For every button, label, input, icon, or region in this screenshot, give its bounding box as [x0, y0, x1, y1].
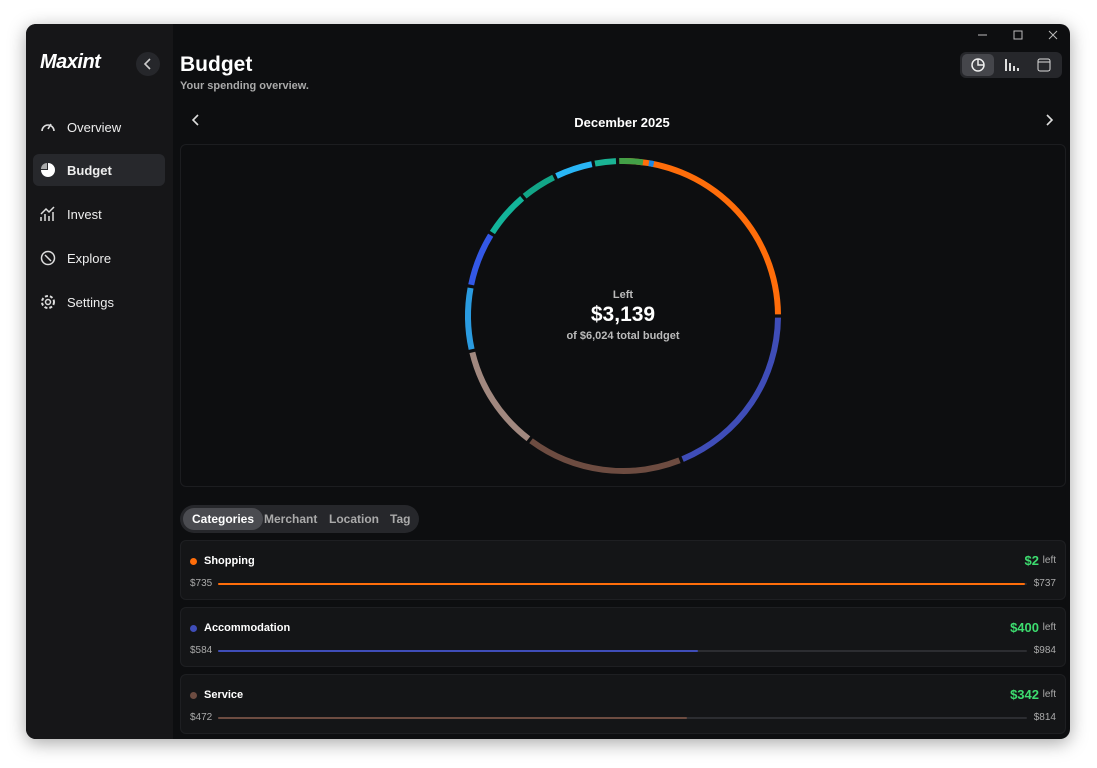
- nav-label: Invest: [67, 206, 102, 222]
- budget-label: $814: [1033, 712, 1056, 723]
- page-title: Budget: [180, 53, 253, 76]
- donut-segment: [648, 160, 655, 168]
- nav-label: Overview: [67, 119, 122, 135]
- view-donut[interactable]: [962, 54, 994, 76]
- left-amount: $2: [1024, 553, 1039, 568]
- left-label: left: [1042, 689, 1056, 700]
- category-name: Service: [204, 689, 244, 701]
- prev-month[interactable]: [188, 112, 204, 128]
- category-name: Accommodation: [204, 622, 291, 634]
- progress-track: [218, 650, 1027, 652]
- donut-segment: [555, 161, 593, 179]
- summary-amount: $3,139: [590, 303, 656, 326]
- summary-caption: of $6,024 total budget: [566, 330, 680, 342]
- budget-label: $984: [1033, 645, 1056, 656]
- left-label: left: [1042, 622, 1056, 633]
- collapse-button[interactable]: [136, 52, 160, 76]
- view-bars[interactable]: [998, 54, 1026, 76]
- donut-segment: [624, 158, 781, 315]
- chart-panel: Left $3,139 of $6,024 total budget: [180, 144, 1066, 487]
- progress-track: [218, 583, 1027, 585]
- left-amount: $400: [1010, 620, 1039, 635]
- left-label: left: [1042, 555, 1056, 566]
- spent-label: $584: [190, 645, 213, 656]
- progress-bar: [218, 650, 699, 652]
- category-dot: [190, 625, 197, 632]
- donut-segment: [594, 158, 617, 167]
- nav-item[interactable]: Explore: [33, 242, 165, 274]
- tab[interactable]: Location: [329, 512, 379, 526]
- view-switcher: [960, 52, 1062, 78]
- category-row[interactable]: Service $342 left $472 $814: [180, 674, 1066, 734]
- category-row[interactable]: Shopping $2 left $735 $737: [180, 540, 1066, 600]
- nav-item[interactable]: Invest: [33, 198, 165, 230]
- progress-bar: [218, 717, 688, 719]
- tab[interactable]: Tag: [390, 512, 411, 526]
- donut: [465, 158, 781, 474]
- donut-segment: [465, 287, 475, 350]
- nav-item[interactable]: Settings: [33, 286, 165, 318]
- spent-label: $472: [190, 712, 213, 723]
- donut-segment: [469, 351, 531, 442]
- view-calendar[interactable]: [1030, 54, 1058, 76]
- app-window: Maxint Overview Budget Invest Explore Se…: [26, 24, 1070, 739]
- category-dot: [190, 692, 197, 699]
- donut-segment: [522, 174, 555, 199]
- category-row[interactable]: Accommodation $400 left $584 $984: [180, 607, 1066, 667]
- next-month[interactable]: [1041, 112, 1057, 128]
- donut-segment: [681, 317, 781, 462]
- summary-label: Left: [612, 289, 634, 301]
- period-label: December 2025: [574, 115, 670, 130]
- spent-label: $735: [190, 578, 213, 589]
- nav-label: Budget: [67, 162, 112, 178]
- progress-track: [218, 717, 1027, 719]
- tab-bar: Categories Merchant Location Tag: [180, 505, 419, 533]
- category-dot: [190, 558, 197, 565]
- sidebar: Maxint Overview Budget Invest Explore Se…: [26, 24, 173, 739]
- donut-segment: [529, 438, 681, 474]
- tab[interactable]: Merchant: [264, 512, 318, 526]
- nav-item[interactable]: Overview: [33, 111, 165, 143]
- donut-segment: [468, 233, 494, 286]
- donut-segment: [489, 196, 525, 235]
- nav-item-active[interactable]: Budget: [33, 154, 165, 186]
- window-controls[interactable]: [972, 28, 1062, 44]
- budget-label: $737: [1033, 578, 1056, 589]
- logo: Maxint: [40, 51, 101, 73]
- donut-segment: [619, 158, 644, 166]
- left-amount: $342: [1010, 687, 1039, 702]
- category-name: Shopping: [204, 555, 255, 567]
- progress-bar: [218, 583, 1025, 585]
- page-subtitle: Your spending overview.: [180, 80, 309, 92]
- tab-active[interactable]: Categories: [183, 508, 264, 530]
- nav-label: Settings: [67, 294, 114, 310]
- nav-label: Explore: [67, 250, 112, 266]
